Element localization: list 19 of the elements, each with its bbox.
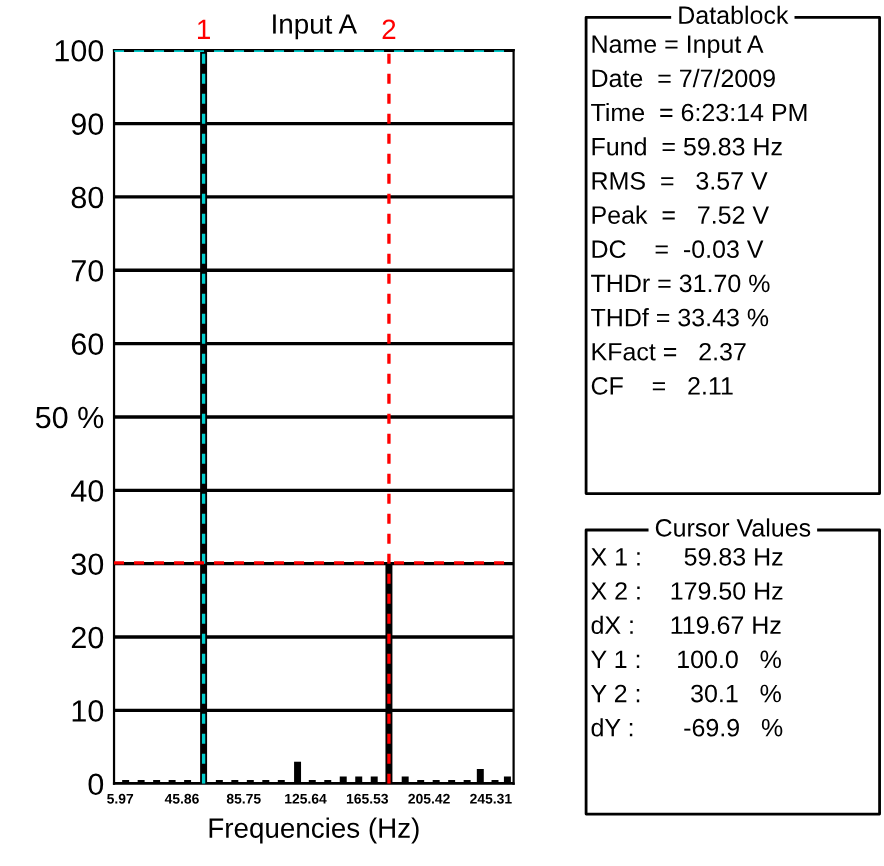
chart-title: Input A [273, 14, 358, 40]
text: X 1 : 59.83 Hz X 2 : 179.50 Hz dX : 119.67 Hz Y 1 : 100.0 % Y 2 : 30.1 % dY : -69.9 % [591, 547, 783, 737]
y-tick-label: 70 [71, 260, 104, 282]
y-tick-label: 10 [72, 700, 104, 722]
y-tick-label: 100 [55, 39, 104, 62]
y-tick-label: 30 [71, 553, 104, 576]
text: Name = Input A Date = 7/7/2009 Time = 6:23:14 PM Fund = 59.83 Hz RMS = 3.57 V Peak = 7.52 V DC = -0.03 V THDr = 31.70 % THDf = 33.43 % KFact = 2.37 CF = 2.11 [591, 35, 807, 395]
text: Datablock [679, 5, 789, 25]
y-tick-label: 50 % [35, 406, 104, 429]
text: Cursor Values [655, 518, 811, 537]
annotation: 1 [197, 19, 210, 39]
y-tick-label: 80 [71, 186, 104, 209]
y-tick-label: 90 [71, 113, 104, 135]
y-tick-label: 20 [71, 626, 104, 649]
y-tick-label: 40 [71, 480, 104, 502]
y-tick-label: 60 [71, 333, 104, 355]
x-axis-title: Frequencies (Hz) [209, 817, 419, 844]
y-tick-label: 0 [88, 773, 104, 796]
annotation: 2 [382, 19, 396, 39]
